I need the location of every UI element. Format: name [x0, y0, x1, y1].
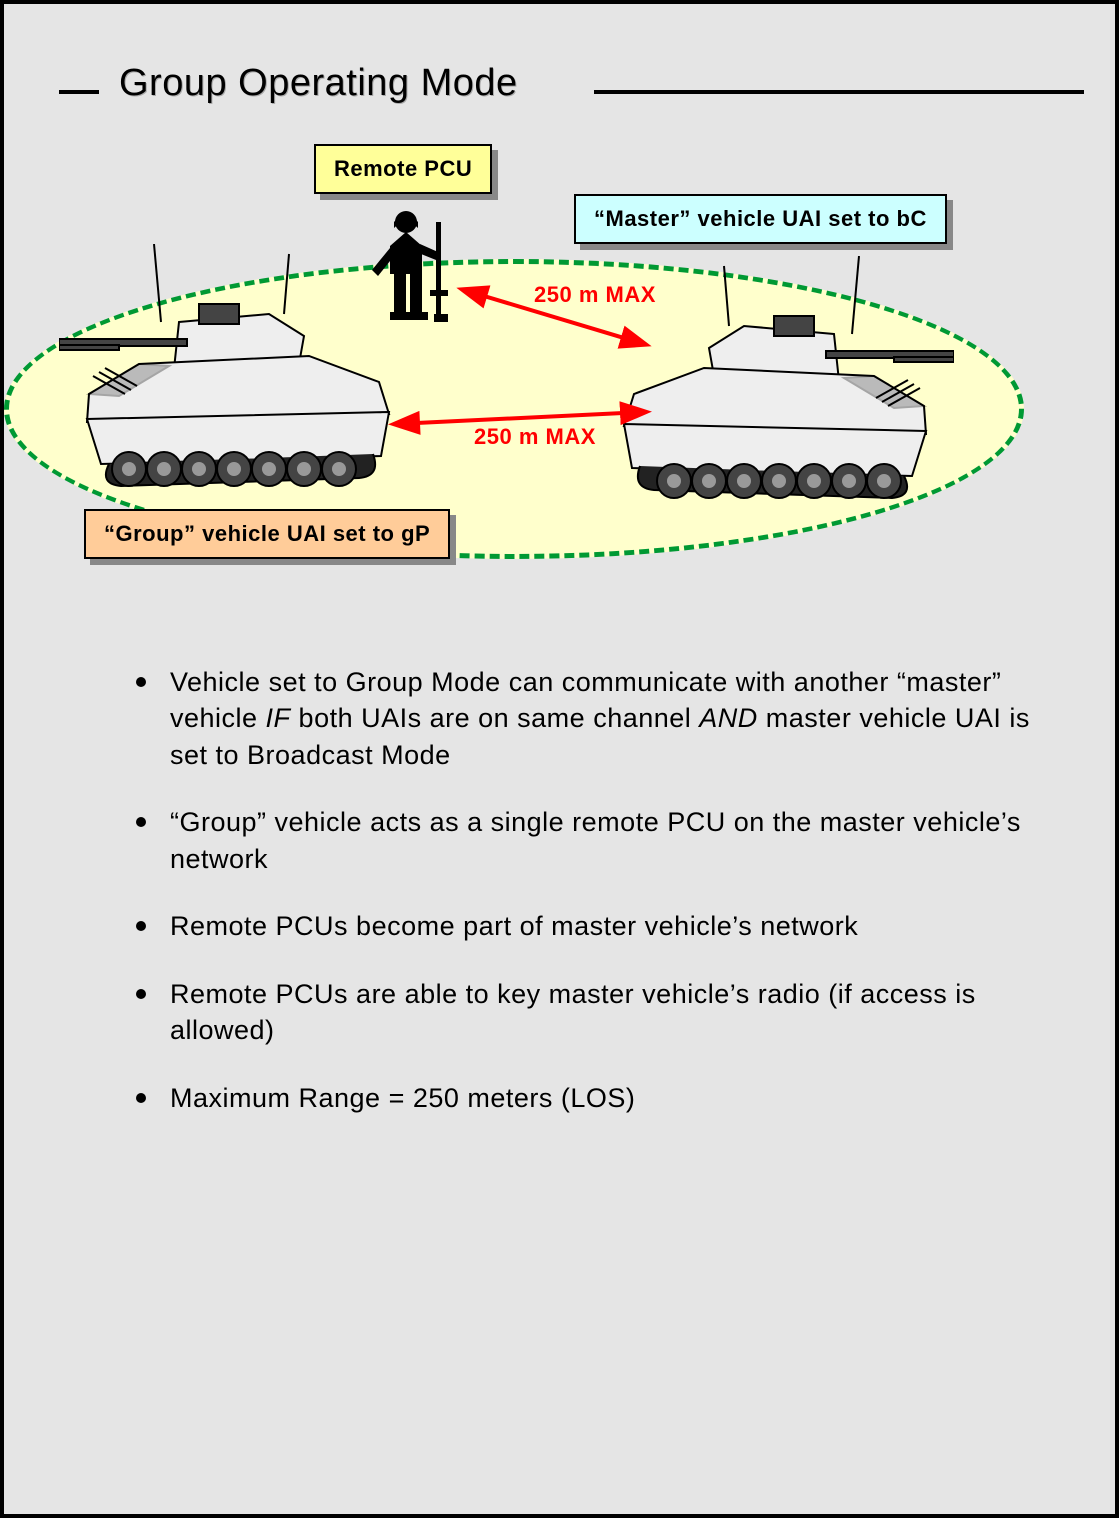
bullet-item: Vehicle set to Group Mode can communicat…: [162, 659, 1042, 773]
master-box: “Master” vehicle UAI set to bC: [574, 194, 947, 244]
bullet-item: Maximum Range = 250 meters (LOS): [162, 1075, 1042, 1116]
page: Group Operating Mode Remote PCU “Master”…: [0, 0, 1119, 1518]
header-rule-right: [594, 90, 1084, 94]
bullet-item: “Group” vehicle acts as a single remote …: [162, 799, 1042, 877]
body-bullets: Vehicle set to Group Mode can communicat…: [122, 659, 1042, 1142]
header-rule-left: [59, 90, 99, 94]
master-vehicle-icon: [614, 256, 954, 506]
distance-label-top: 250 m MAX: [534, 282, 656, 308]
master-box-pre: “Master” vehicle UAI set to: [594, 206, 897, 231]
group-box-pre: “Group” vehicle UAI set to: [104, 521, 401, 546]
group-vehicle-icon: [59, 244, 399, 494]
page-title: Group Operating Mode: [119, 62, 518, 105]
bullet-item: Remote PCUs are able to key master vehic…: [162, 971, 1042, 1049]
group-box-bold: gP: [401, 521, 430, 546]
remote-pcu-label: Remote PCU: [334, 156, 472, 181]
group-box: “Group” vehicle UAI set to gP: [84, 509, 450, 559]
master-box-bold: bC: [897, 206, 927, 231]
bullet-item: Remote PCUs become part of master vehicl…: [162, 903, 1042, 944]
distance-label-bottom: 250 m MAX: [474, 424, 596, 450]
remote-pcu-box: Remote PCU: [314, 144, 492, 194]
